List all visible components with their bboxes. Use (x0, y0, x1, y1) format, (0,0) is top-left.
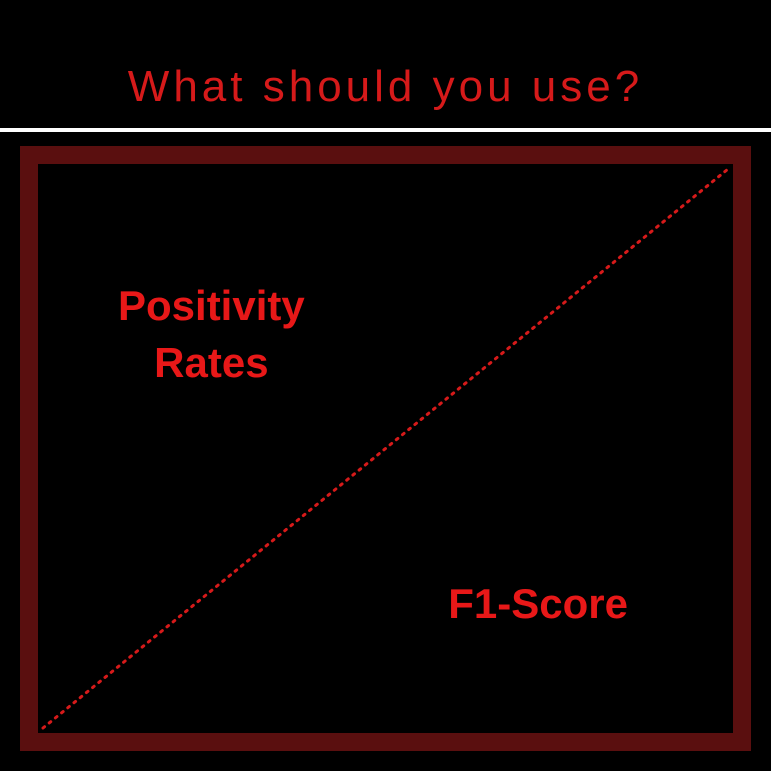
label-f1-score: F1-Score (448, 580, 628, 628)
diagram-box-border: Positivity Rates F1-Score (20, 146, 751, 751)
diagonal-dotted-line (43, 169, 728, 728)
diagonal-line (38, 164, 733, 733)
diagram-box-inner: Positivity Rates F1-Score (38, 164, 733, 733)
label-positivity-line1: Positivity (118, 278, 305, 335)
label-positivity-line2: Rates (118, 335, 305, 392)
label-positivity-rates: Positivity Rates (118, 278, 305, 391)
page-title: What should you use? (0, 62, 771, 112)
horizontal-divider (0, 128, 771, 132)
